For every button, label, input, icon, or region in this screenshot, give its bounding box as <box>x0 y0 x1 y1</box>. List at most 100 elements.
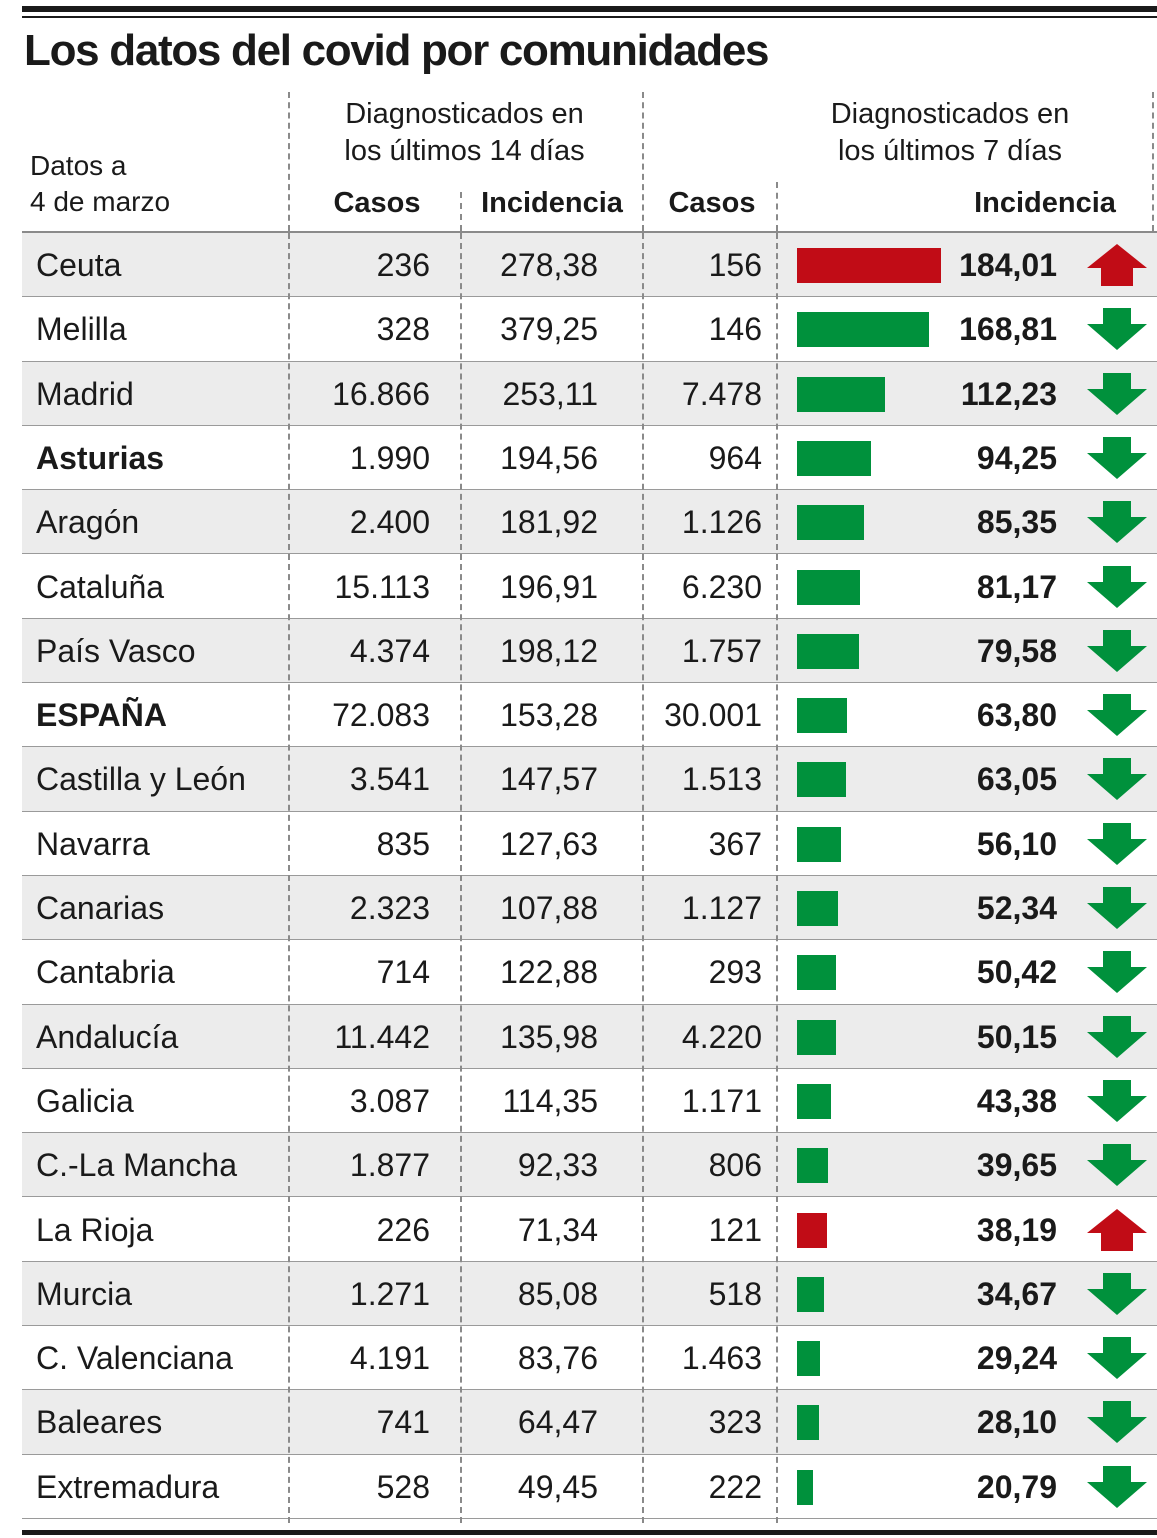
header-group-14-line-1: Diagnosticados en <box>345 98 584 130</box>
incidence-7-days: 85,35 <box>976 504 1057 541</box>
column-divider <box>776 233 778 1523</box>
header-divider <box>460 192 462 231</box>
table-row: Melilla 328 379,25 146 168,81 <box>22 297 1157 362</box>
incidence-7-days: 52,34 <box>976 890 1057 926</box>
trend-down-arrow-icon <box>1087 758 1147 801</box>
trend-down-arrow-icon <box>1087 629 1147 672</box>
incidence-7-days: 50,42 <box>976 954 1057 991</box>
date-label-line-1: Datos a <box>30 150 127 181</box>
cases-14-days: 3.087 <box>349 1082 430 1119</box>
region-name: ESPAÑA <box>36 697 167 734</box>
cases-7-days: 1.757 <box>681 632 762 669</box>
incidence-7-days: 184,01 <box>959 247 1057 283</box>
header-casos-14: Casos <box>333 187 421 219</box>
incidence-7-days: 56,10 <box>976 825 1057 862</box>
incidence-bar <box>797 248 941 283</box>
header-divider <box>642 92 644 231</box>
incidence-14-days: 92,33 <box>517 1147 598 1184</box>
table-row: Cataluña 15.113 196,91 6.230 81,17 <box>22 555 1157 619</box>
cases-7-days: 293 <box>708 954 762 991</box>
trend-down-arrow-icon <box>1087 694 1147 737</box>
region-name: Ceuta <box>36 247 122 283</box>
cases-14-days: 741 <box>376 1404 430 1441</box>
incidence-14-days: 64,47 <box>517 1404 598 1441</box>
table-row: Extremadura 528 49,45 222 20,79 <box>22 1455 1157 1519</box>
incidence-bar <box>797 1341 820 1377</box>
cases-14-days: 328 <box>376 311 430 348</box>
table-row: Ceuta 236 278,38 156 184,01 <box>22 233 1157 298</box>
bottom-rule <box>22 1530 1157 1535</box>
header-group-14-line-2: los últimos 14 días <box>344 135 585 167</box>
header-divider <box>288 92 290 231</box>
incidence-bar <box>797 1083 831 1119</box>
incidence-14-days: 114,35 <box>502 1082 599 1119</box>
trend-up-arrow-icon <box>1087 244 1147 286</box>
cases-7-days: 146 <box>708 311 762 348</box>
header-group-7-days: Diagnosticados en los últimos 7 días <box>778 96 1122 170</box>
trend-down-arrow-icon <box>1087 436 1147 479</box>
column-divider <box>642 233 644 1523</box>
incidence-7-days: 50,15 <box>976 1018 1057 1055</box>
trend-down-arrow-icon <box>1087 1144 1147 1187</box>
cases-14-days: 4.374 <box>349 632 430 669</box>
table-row: Murcia 1.271 85,08 518 34,67 <box>22 1261 1157 1327</box>
incidence-7-days: 39,65 <box>976 1147 1057 1184</box>
incidence-7-days: 38,19 <box>976 1211 1057 1248</box>
region-name: Cataluña <box>36 568 165 605</box>
incidence-bar <box>797 633 860 669</box>
region-name: Canarias <box>36 890 165 926</box>
incidence-7-days: 112,23 <box>960 375 1057 412</box>
cases-7-days: 518 <box>708 1275 762 1312</box>
incidence-bar <box>797 891 838 926</box>
incidence-7-days: 79,58 <box>976 632 1057 669</box>
cases-7-days: 7.478 <box>681 375 762 412</box>
cases-7-days: 1.126 <box>681 504 762 541</box>
cases-7-days: 323 <box>708 1404 762 1441</box>
table-row: Castilla y León 3.541 147,57 1.513 63,05 <box>22 747 1157 812</box>
trend-down-arrow-icon <box>1087 565 1147 608</box>
incidence-7-days: 63,80 <box>976 697 1057 734</box>
incidence-7-days: 28,10 <box>976 1404 1057 1441</box>
incidence-bar <box>797 1019 837 1055</box>
incidence-14-days: 153,28 <box>500 697 598 734</box>
table-row: Cantabria 714 122,88 293 50,42 <box>22 940 1157 1005</box>
table-row: Aragón 2.400 181,92 1.126 85,35 <box>22 490 1157 555</box>
incidence-bar <box>797 762 847 798</box>
cases-14-days: 72.083 <box>332 697 430 734</box>
table-row: C.-La Mancha 1.877 92,33 806 39,65 <box>22 1133 1157 1198</box>
incidence-7-days: 34,67 <box>976 1275 1057 1312</box>
region-name: Andalucía <box>36 1018 179 1055</box>
table-row: Navarra 835 127,63 367 56,10 <box>22 812 1157 876</box>
incidence-7-days: 43,38 <box>976 1082 1057 1119</box>
incidence-14-days: 278,38 <box>500 247 598 283</box>
incidence-14-days: 122,88 <box>500 954 598 991</box>
column-divider <box>288 233 290 1523</box>
header-incidencia-7: Incidencia <box>974 187 1116 219</box>
trend-down-arrow-icon <box>1087 1079 1147 1122</box>
header-group-14-days: Diagnosticados en los últimos 14 días <box>292 96 637 170</box>
cases-14-days: 835 <box>376 825 430 862</box>
cases-7-days: 1.513 <box>681 761 762 798</box>
header-divider <box>776 182 778 231</box>
trend-down-arrow-icon <box>1087 951 1147 994</box>
incidence-14-days: 127,63 <box>500 825 598 862</box>
header-bottom-line <box>22 231 1157 233</box>
cases-7-days: 806 <box>708 1147 762 1184</box>
table-row: Galicia 3.087 114,35 1.171 43,38 <box>22 1069 1157 1134</box>
incidence-14-days: 198,12 <box>500 632 598 669</box>
table-row: Andalucía 11.442 135,98 4.220 50,15 <box>22 1004 1157 1069</box>
region-name: Melilla <box>36 311 127 348</box>
incidence-bar <box>797 1405 819 1441</box>
incidence-14-days: 147,57 <box>500 761 598 798</box>
incidence-14-days: 196,91 <box>500 568 598 605</box>
incidence-14-days: 194,56 <box>500 439 598 476</box>
cases-7-days: 6.230 <box>681 568 762 605</box>
region-name: Extremadura <box>36 1468 220 1505</box>
table-row: La Rioja 226 71,34 121 38,19 <box>22 1198 1157 1262</box>
incidence-14-days: 49,45 <box>517 1468 598 1505</box>
cases-7-days: 1.171 <box>681 1082 762 1119</box>
incidence-7-days: 168,81 <box>959 311 1057 348</box>
region-name: Aragón <box>36 504 140 541</box>
incidence-bar <box>797 955 837 991</box>
incidence-bar <box>797 1148 828 1184</box>
